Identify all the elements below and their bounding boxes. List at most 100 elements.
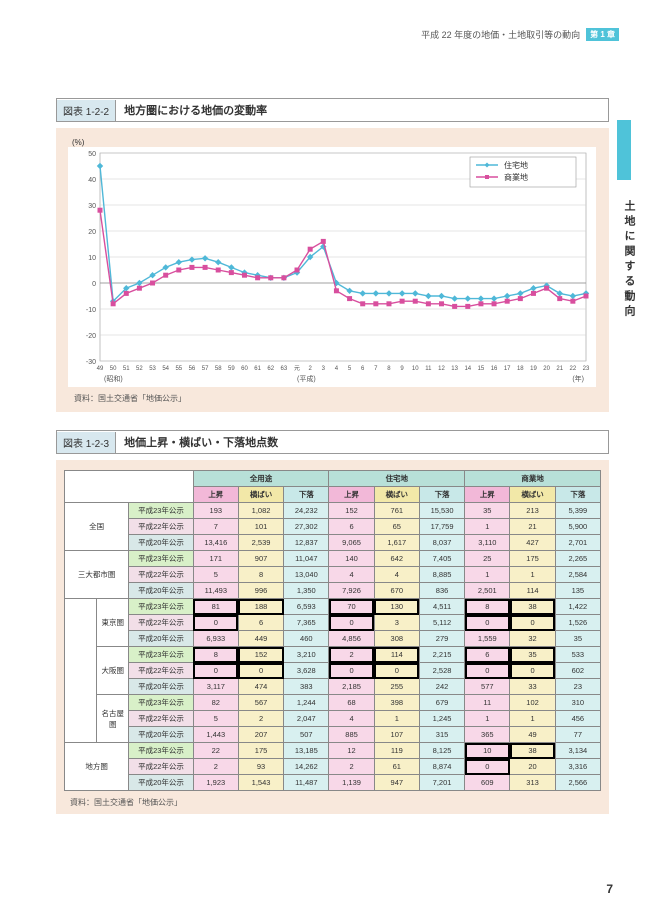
year-label: 平成23年公示 bbox=[129, 647, 193, 663]
table-cell: 35 bbox=[510, 647, 555, 663]
table-cell: 3,316 bbox=[555, 759, 600, 775]
table-cell: 213 bbox=[510, 503, 555, 519]
table-cell: 1,245 bbox=[419, 711, 464, 727]
table-cell: 609 bbox=[465, 775, 510, 791]
table-cell: 1 bbox=[465, 519, 510, 535]
table-cell: 315 bbox=[419, 727, 464, 743]
svg-text:3: 3 bbox=[322, 366, 326, 372]
table-cell: 21 bbox=[510, 519, 555, 535]
table-cell: 1,082 bbox=[238, 503, 283, 519]
fig-num: 図表 1-2-2 bbox=[57, 100, 116, 121]
col-group: 商業地 bbox=[465, 471, 601, 487]
table-cell: 4 bbox=[374, 567, 419, 583]
table-cell: 0 bbox=[193, 663, 238, 679]
table-cell: 17,759 bbox=[419, 519, 464, 535]
svg-text:23: 23 bbox=[583, 366, 590, 372]
row-group: 大阪圏 bbox=[97, 647, 129, 695]
table-cell: 8,125 bbox=[419, 743, 464, 759]
svg-text:52: 52 bbox=[136, 366, 143, 372]
fig-caption: 地価上昇・横ばい・下落地点数 bbox=[116, 431, 286, 453]
svg-text:(平成): (平成) bbox=[297, 374, 316, 383]
table-cell: 255 bbox=[374, 679, 419, 695]
year-label: 平成22年公示 bbox=[129, 519, 193, 535]
table-source: 資料：国土交通省「地価公示」 bbox=[70, 797, 601, 808]
table-cell: 188 bbox=[238, 599, 283, 615]
data-table: 全用途住宅地商業地上昇横ばい下落上昇横ばい下落上昇横ばい下落全国平成23年公示1… bbox=[64, 470, 601, 791]
table-cell: 5 bbox=[193, 711, 238, 727]
table-cell: 1,422 bbox=[555, 599, 600, 615]
svg-text:-10: -10 bbox=[86, 307, 96, 314]
table-cell: 114 bbox=[510, 583, 555, 599]
svg-text:63: 63 bbox=[281, 366, 288, 372]
table-cell: 2,185 bbox=[329, 679, 374, 695]
table-cell: 130 bbox=[374, 599, 419, 615]
table-cell: 152 bbox=[329, 503, 374, 519]
table-cell: 9,065 bbox=[329, 535, 374, 551]
table-cell: 3 bbox=[374, 615, 419, 631]
svg-text:18: 18 bbox=[517, 366, 524, 372]
table-cell: 193 bbox=[193, 503, 238, 519]
svg-text:14: 14 bbox=[464, 366, 471, 372]
table-cell: 2,047 bbox=[284, 711, 329, 727]
table-cell: 1,350 bbox=[284, 583, 329, 599]
table-cell: 6 bbox=[465, 647, 510, 663]
table-cell: 8 bbox=[193, 647, 238, 663]
table-cell: 77 bbox=[555, 727, 600, 743]
year-label: 平成22年公示 bbox=[129, 615, 193, 631]
svg-text:59: 59 bbox=[228, 366, 235, 372]
row-group: 名古屋圏 bbox=[97, 695, 129, 743]
table-cell: 5,112 bbox=[419, 615, 464, 631]
table-cell: 4 bbox=[329, 711, 374, 727]
page-number: 7 bbox=[606, 882, 613, 896]
svg-text:53: 53 bbox=[149, 366, 156, 372]
year-label: 平成23年公示 bbox=[129, 695, 193, 711]
table-cell: 7,201 bbox=[419, 775, 464, 791]
table-cell: 4 bbox=[329, 567, 374, 583]
table-cell: 82 bbox=[193, 695, 238, 711]
table-cell: 101 bbox=[238, 519, 283, 535]
year-label: 平成23年公示 bbox=[129, 599, 193, 615]
svg-text:50: 50 bbox=[88, 151, 96, 158]
line-chart: -30-20-100102030405049505152535455565758… bbox=[68, 147, 596, 387]
table-cell: 1 bbox=[374, 711, 419, 727]
row-group: 東京圏 bbox=[97, 599, 129, 647]
figure-1-2-2-title: 図表 1-2-2 地方圏における地価の変動率 bbox=[56, 98, 609, 122]
year-label: 平成23年公示 bbox=[129, 551, 193, 567]
svg-text:11: 11 bbox=[425, 366, 432, 372]
svg-text:7: 7 bbox=[374, 366, 378, 372]
table-cell: 0 bbox=[374, 663, 419, 679]
table-cell: 135 bbox=[555, 583, 600, 599]
svg-text:10: 10 bbox=[412, 366, 419, 372]
table-cell: 460 bbox=[284, 631, 329, 647]
table-cell: 761 bbox=[374, 503, 419, 519]
svg-text:55: 55 bbox=[175, 366, 182, 372]
table-cell: 5,399 bbox=[555, 503, 600, 519]
table-cell: 1,526 bbox=[555, 615, 600, 631]
table-cell: 1 bbox=[465, 567, 510, 583]
table-cell: 1,543 bbox=[238, 775, 283, 791]
svg-text:13: 13 bbox=[451, 366, 458, 372]
table-cell: 3,117 bbox=[193, 679, 238, 695]
year-label: 平成20年公示 bbox=[129, 631, 193, 647]
table-cell: 2 bbox=[329, 759, 374, 775]
table-cell: 65 bbox=[374, 519, 419, 535]
table-cell: 8 bbox=[238, 567, 283, 583]
table-cell: 0 bbox=[465, 759, 510, 775]
chart-source: 資料：国土交通省「地価公示」 bbox=[74, 393, 597, 404]
table-cell: 7 bbox=[193, 519, 238, 535]
table-cell: 1,923 bbox=[193, 775, 238, 791]
svg-text:56: 56 bbox=[189, 366, 196, 372]
row-group: 地方圏 bbox=[65, 743, 129, 791]
table-cell: 0 bbox=[510, 615, 555, 631]
table-cell: 11 bbox=[465, 695, 510, 711]
table-cell: 13,185 bbox=[284, 743, 329, 759]
y-axis-unit: (%) bbox=[72, 138, 597, 147]
table-cell: 1,617 bbox=[374, 535, 419, 551]
chart-panel: (%) -30-20-10010203040504950515253545556… bbox=[56, 128, 609, 412]
table-cell: 207 bbox=[238, 727, 283, 743]
year-label: 平成22年公示 bbox=[129, 759, 193, 775]
table-cell: 1,244 bbox=[284, 695, 329, 711]
table-cell: 35 bbox=[465, 503, 510, 519]
side-tab bbox=[617, 120, 631, 180]
table-cell: 0 bbox=[193, 615, 238, 631]
